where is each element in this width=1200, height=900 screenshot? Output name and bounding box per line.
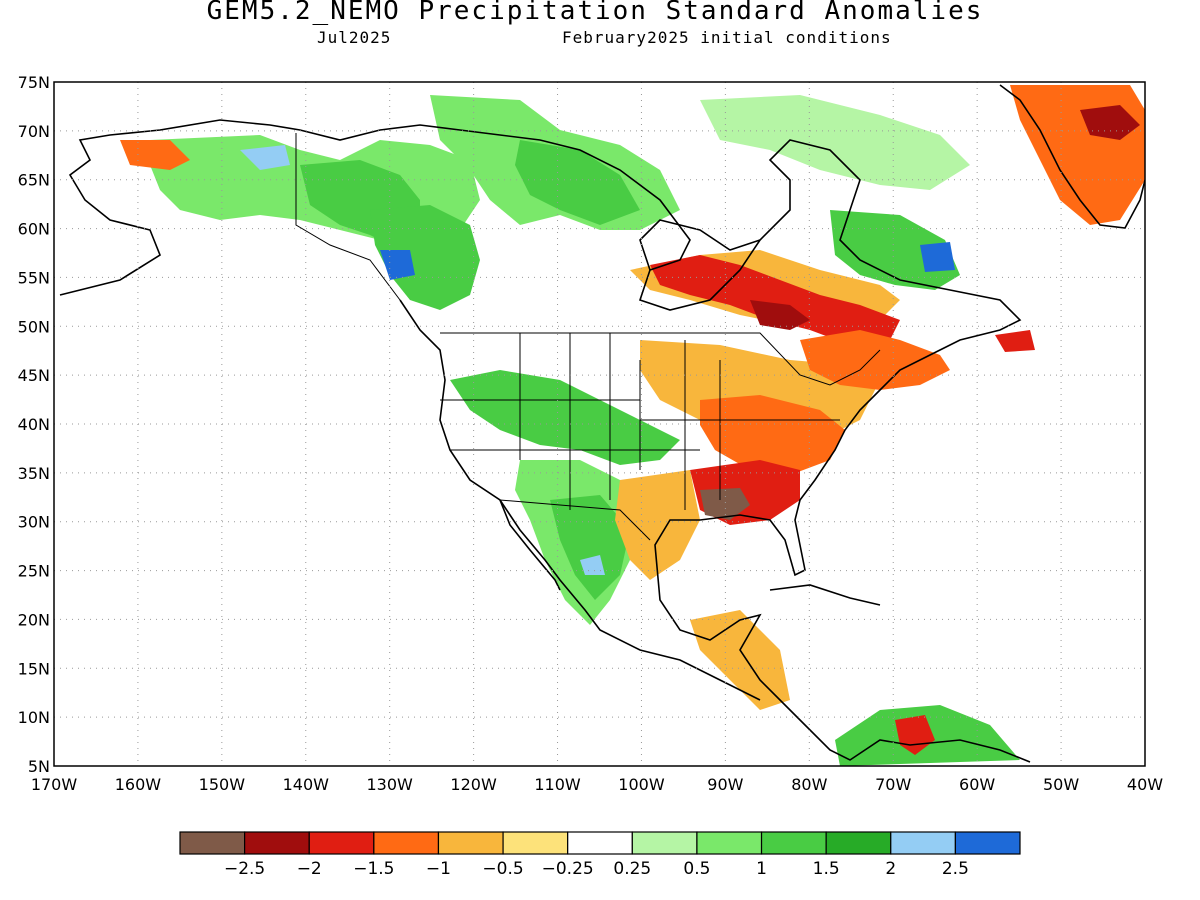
legend-label: 1.5 <box>813 859 840 879</box>
lon-tick-label: 50W <box>1043 775 1079 794</box>
legend-label: −2 <box>297 859 322 879</box>
anomaly-field <box>120 85 1145 766</box>
lon-tick-label: 100W <box>618 775 665 794</box>
color-legend <box>179 831 1021 855</box>
lat-tick-label: 40N <box>18 415 50 434</box>
lon-tick-label: 130W <box>367 775 414 794</box>
anomaly-region-alaska-very-wet <box>240 145 290 170</box>
anomaly-region-ontario-core-dry <box>750 300 810 330</box>
lon-tick-label: 70W <box>875 775 911 794</box>
lon-tick-label: 160W <box>115 775 162 794</box>
lat-tick-label: 35N <box>18 464 50 483</box>
longitude-labels: 170W 160W 150W 140W 130W 120W 110W 100W 90W 80W 70… <box>31 775 1163 794</box>
lat-tick-label: 50N <box>18 317 50 336</box>
valid-month-label: Jul2025 <box>317 28 392 47</box>
map-frame <box>53 81 1146 767</box>
anomaly-region-venezuela-dry <box>895 715 935 755</box>
anomaly-region-greenland-core-dry <box>1080 105 1140 140</box>
legend-swatch <box>890 831 956 855</box>
cuba-coastline <box>769 584 881 606</box>
initial-conditions-label: February2025 initial conditions <box>562 28 892 47</box>
west-coast-coastline <box>399 299 761 701</box>
lon-tick-label: 120W <box>450 775 497 794</box>
lat-tick-label: 45N <box>18 366 50 385</box>
lat-tick-label: 30N <box>18 513 50 532</box>
lat-tick-label: 15N <box>18 659 50 678</box>
anomaly-region-arctic-east-wet <box>700 95 970 190</box>
greenland-coastline <box>999 84 1145 229</box>
lon-tick-label: 80W <box>791 775 827 794</box>
legend-swatch <box>760 831 827 855</box>
lat-tick-label: 20N <box>18 610 50 629</box>
lon-tick-label: 110W <box>534 775 581 794</box>
legend-label: −2.5 <box>224 859 265 879</box>
map-title: GEM5.2_NEMO Precipitation Standard Anoma… <box>206 0 984 26</box>
lon-tick-label: 40W <box>1127 775 1163 794</box>
anomaly-region-gulf-coast-extreme-dry <box>700 488 750 520</box>
baja-coastline <box>499 499 561 591</box>
legend-swatch <box>244 831 310 855</box>
canada-us-border <box>440 332 881 386</box>
lon-tick-label: 90W <box>707 775 743 794</box>
legend-label: −0.25 <box>542 859 594 879</box>
legend-swatch <box>567 831 633 855</box>
legend-label: −1.5 <box>353 859 394 879</box>
legend-swatch <box>696 831 763 855</box>
anomaly-region-ontario-dry <box>650 255 900 345</box>
legend-label: 2.5 <box>942 859 969 879</box>
lat-tick-label: 65N <box>18 171 50 190</box>
legend-label: 0.25 <box>613 859 651 879</box>
color-legend-labels: −2.5 −2 −1.5 −1 −0.5 −0.25 0.25 0.5 1 1.5 2 2.5 <box>224 859 969 879</box>
legend-swatch <box>631 831 698 855</box>
lat-tick-label: 25N <box>18 562 50 581</box>
lat-tick-label: 10N <box>18 708 50 727</box>
anomaly-region-baja-very-wet <box>580 555 605 575</box>
legend-swatch <box>308 831 375 855</box>
legend-swatch <box>437 831 504 855</box>
lon-tick-label: 140W <box>283 775 330 794</box>
legend-label: 1 <box>756 859 767 879</box>
lat-tick-label: 75N <box>18 73 50 92</box>
legend-label: −1 <box>426 859 451 879</box>
lon-tick-label: 170W <box>31 775 78 794</box>
lat-tick-label: 55N <box>18 268 50 287</box>
legend-swatch <box>179 831 246 855</box>
anomaly-region-bc-wet <box>370 205 480 310</box>
lat-tick-label: 70N <box>18 122 50 141</box>
anomaly-region-newfoundland-dry <box>995 330 1035 352</box>
legend-label: 2 <box>885 859 896 879</box>
latitude-labels: 5N 10N 15N 20N 25N 30N 35N 40N 45N 50N 55N 60N 65N 70… <box>18 73 50 776</box>
legend-label: −0.5 <box>482 859 523 879</box>
boundaries <box>295 133 881 541</box>
legend-swatch <box>502 831 569 855</box>
anomaly-region-bc-very-wet <box>380 250 415 280</box>
anomaly-region-greenland-dry <box>1010 85 1145 225</box>
legend-swatch <box>373 831 440 855</box>
legend-swatch <box>954 831 1021 855</box>
alaska-canada-border <box>295 133 401 301</box>
lon-tick-label: 150W <box>199 775 246 794</box>
anomaly-region-rockies-wet <box>450 370 680 465</box>
legend-swatch <box>825 831 892 855</box>
north-america-coastline <box>59 119 1031 763</box>
legend-label: 0.5 <box>683 859 710 879</box>
anomaly-region-labrador-very-wet <box>920 242 955 272</box>
lat-tick-label: 60N <box>18 220 50 239</box>
us-mexico-border <box>499 499 651 541</box>
lon-tick-label: 60W <box>959 775 995 794</box>
graticule <box>54 82 1145 766</box>
anomaly-region-alaska-dry <box>120 140 190 170</box>
anomaly-region-nwt-wet <box>515 140 640 225</box>
anomaly-region-ohio-valley-dry <box>700 395 845 475</box>
lat-tick-label: 5N <box>28 757 50 776</box>
anomaly-region-texas-dry <box>615 470 700 580</box>
